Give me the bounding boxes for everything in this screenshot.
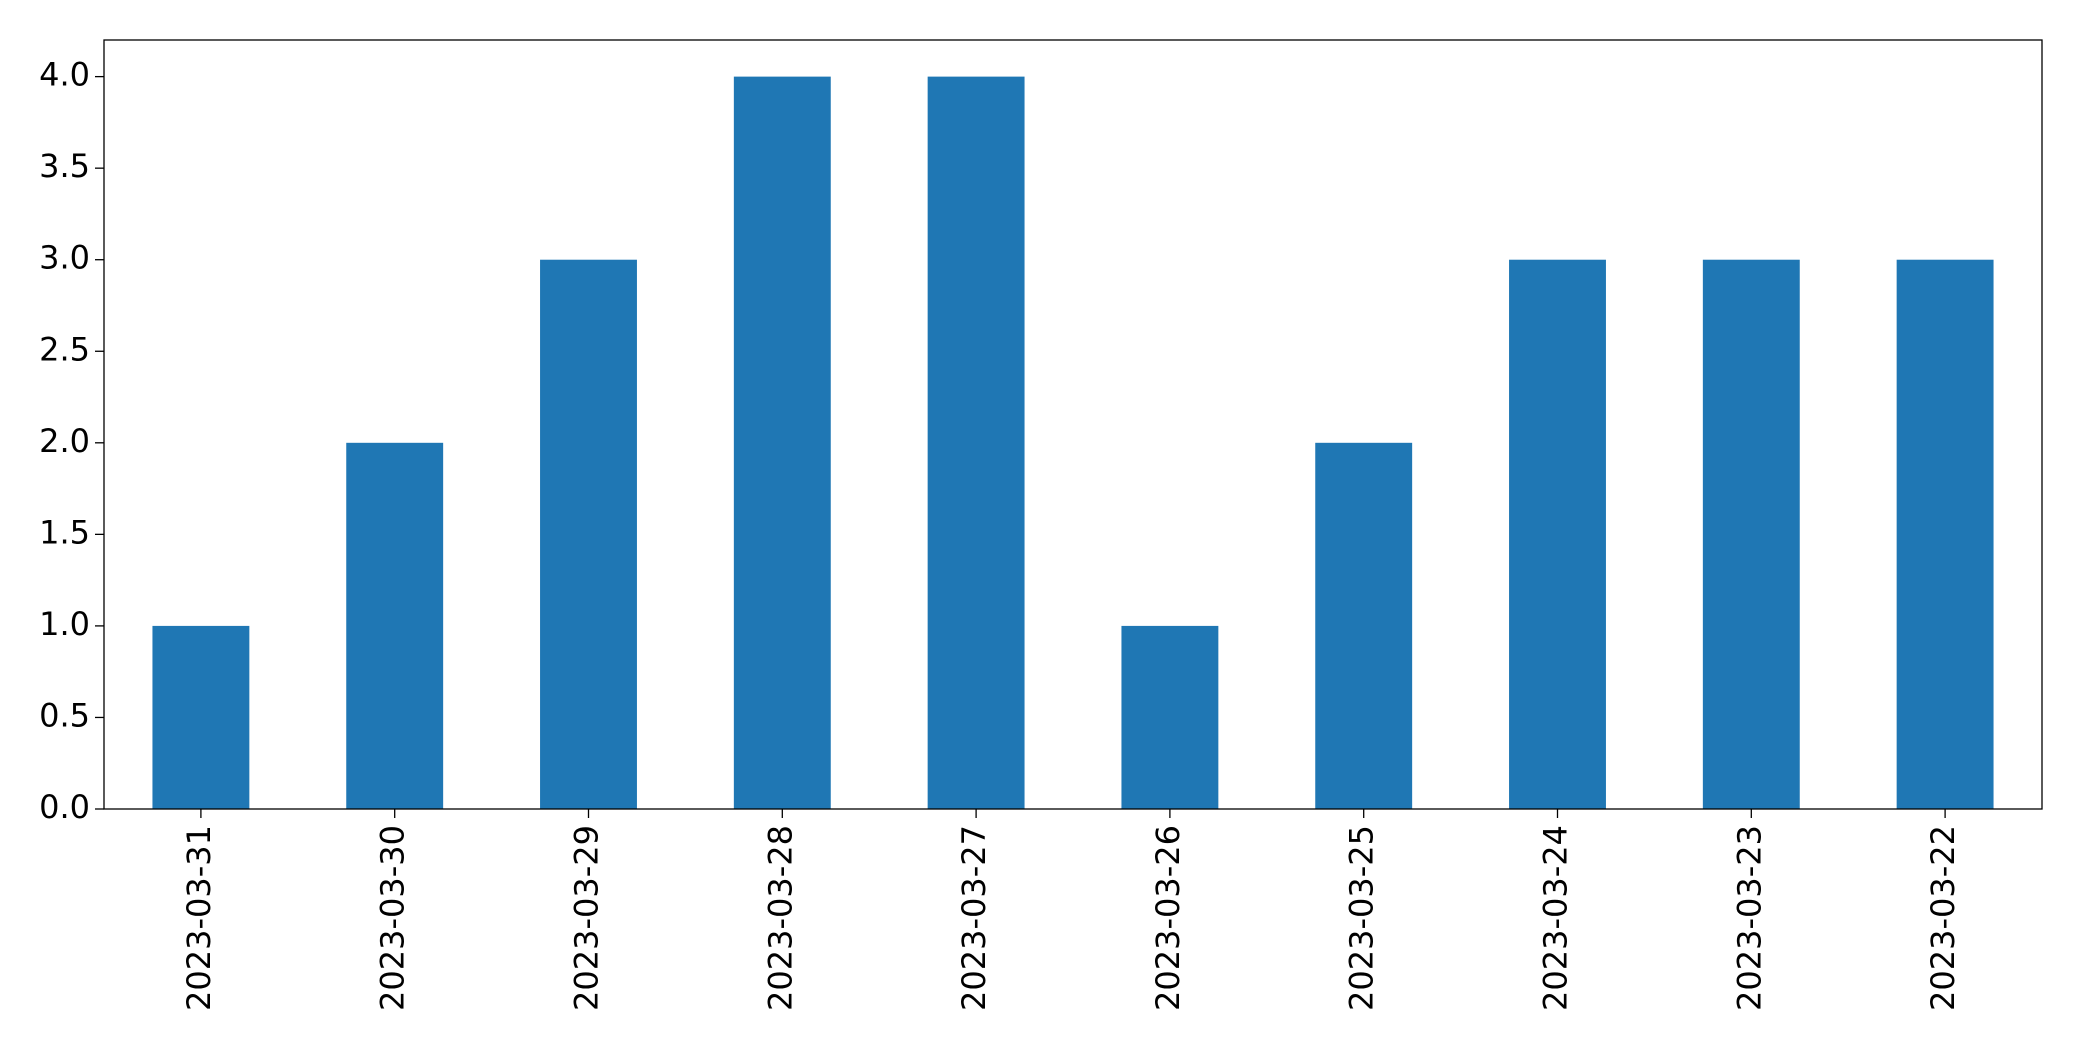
x-tick-label: 2023-03-29 (568, 825, 606, 1011)
y-tick-label: 3.5 (39, 147, 90, 185)
bar (346, 442, 444, 809)
bar (1315, 442, 1413, 809)
x-tick-label: 2023-03-30 (374, 825, 412, 1011)
x-tick-label: 2023-03-26 (1149, 825, 1187, 1011)
y-tick-label: 1.0 (39, 605, 90, 643)
bar (1509, 259, 1606, 809)
x-tick-label: 2023-03-22 (1924, 825, 1962, 1011)
y-tick-label: 3.0 (39, 239, 90, 277)
plot-frame (103, 39, 2043, 810)
y-tick-label: 4.0 (39, 56, 90, 94)
y-tick-label: 2.0 (39, 422, 90, 460)
y-tick-label: 0.0 (39, 788, 90, 826)
x-tick-label: 2023-03-31 (180, 825, 218, 1011)
bar (152, 625, 250, 809)
y-tick-label: 1.5 (39, 513, 90, 551)
y-tick-label: 0.5 (39, 696, 90, 734)
bar (1702, 259, 1800, 809)
bar (540, 259, 637, 809)
bar (733, 76, 831, 810)
y-tick-label: 2.5 (39, 330, 90, 368)
x-tick-label: 2023-03-28 (761, 825, 799, 1011)
x-tick-label: 2023-03-27 (955, 825, 993, 1011)
bar (1121, 625, 1219, 809)
x-tick-label: 2023-03-23 (1730, 825, 1768, 1011)
bar (1896, 259, 1994, 809)
x-tick-label: 2023-03-25 (1343, 825, 1381, 1011)
bar (927, 76, 1025, 810)
x-tick-label: 2023-03-24 (1537, 825, 1575, 1011)
